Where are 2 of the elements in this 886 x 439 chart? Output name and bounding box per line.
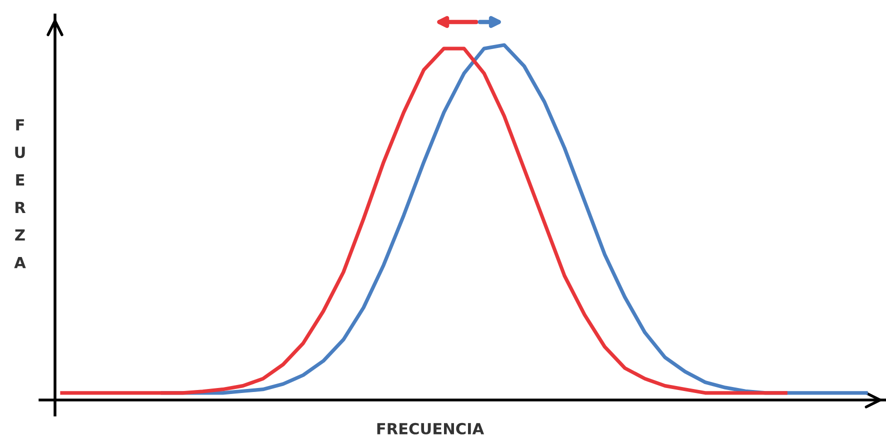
- x-axis-title: FRECUENCIA: [377, 422, 484, 434]
- y-axis-title: FUERZA: [14, 119, 26, 268]
